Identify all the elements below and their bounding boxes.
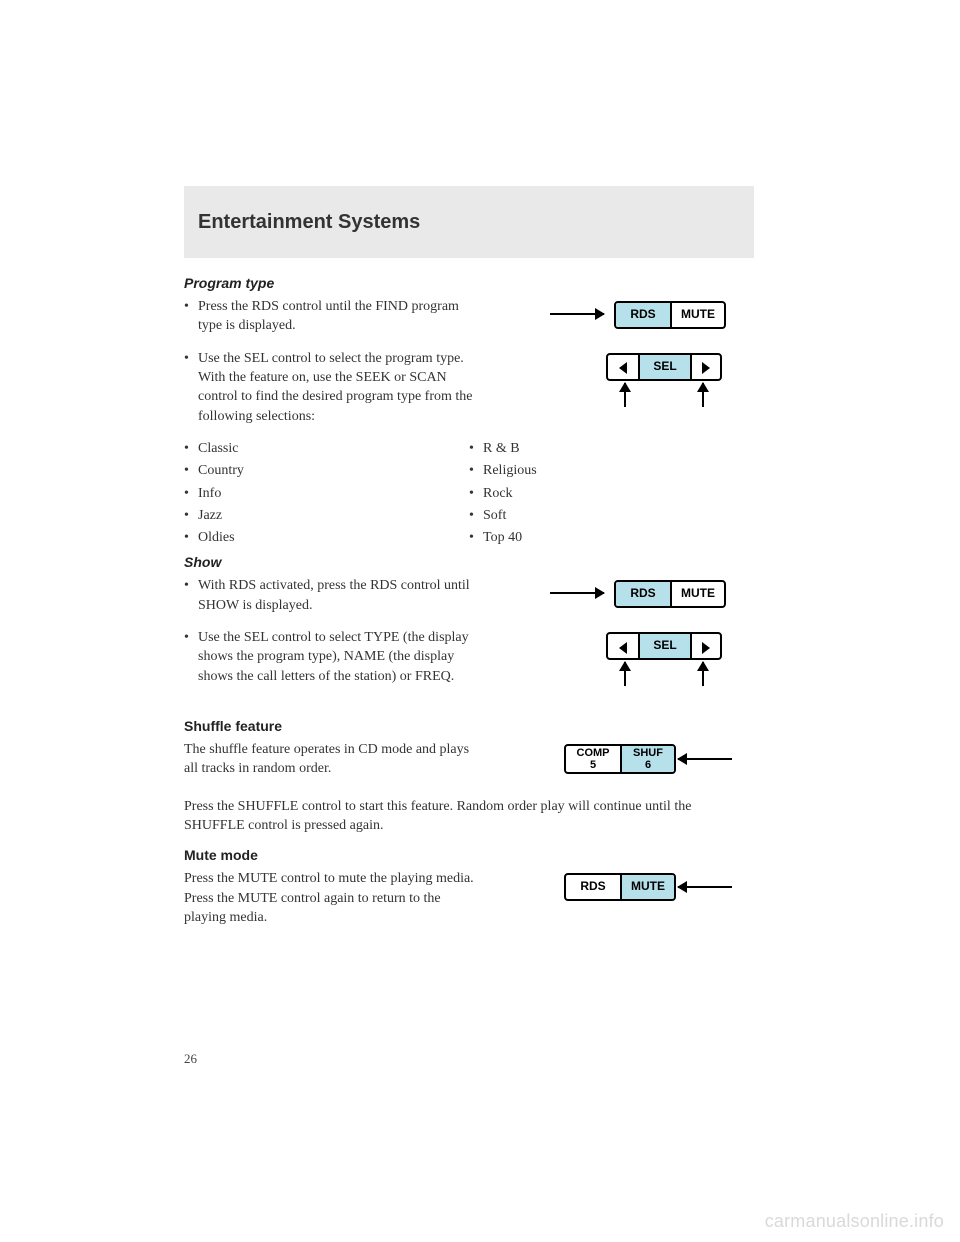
list-item: Religious xyxy=(469,461,754,480)
heading-shuffle: Shuffle feature xyxy=(184,718,754,734)
arrow-up-icon xyxy=(702,383,704,407)
bullet-pt1: Press the RDS control until the FIND pro… xyxy=(184,297,474,336)
program-type-list: Classic Country Info Jazz Oldies R & B R… xyxy=(184,439,754,551)
rds-button[interactable]: RDS xyxy=(616,303,670,329)
row-shuffle: The shuffle feature operates in CD mode … xyxy=(184,740,754,787)
content: Program type Press the RDS control until… xyxy=(184,275,754,945)
sel-button[interactable]: SEL xyxy=(638,634,690,660)
list-item: Classic xyxy=(184,439,469,458)
button-panel-sel: SEL xyxy=(606,632,722,660)
button-panel-comp-shuf: COMP5SHUF6 xyxy=(564,744,676,774)
list-item: Info xyxy=(184,484,469,503)
arrow-up-icon xyxy=(624,383,626,407)
sel-left-button[interactable] xyxy=(608,355,638,381)
figure-rds-mute-3: RDSMUTE xyxy=(474,869,754,909)
comp-button[interactable]: COMP5 xyxy=(566,746,620,772)
figure-rds-mute-2: RDSMUTE xyxy=(474,576,754,616)
figure-sel-1: SEL xyxy=(474,349,754,427)
rds-button[interactable]: RDS xyxy=(616,582,670,608)
list-item: R & B xyxy=(469,439,754,458)
button-panel-sel: SEL xyxy=(606,353,722,381)
watermark: carmanualsonline.info xyxy=(765,1211,944,1232)
rds-button[interactable]: RDS xyxy=(566,875,620,901)
page: Entertainment Systems Program type Press… xyxy=(0,0,960,1242)
comp-label-bottom: 5 xyxy=(590,759,596,771)
triangle-right-icon xyxy=(702,362,710,374)
button-panel-rds-mute: RDSMUTE xyxy=(614,301,726,329)
mute-button[interactable]: MUTE xyxy=(670,303,724,329)
list-item: Soft xyxy=(469,506,754,525)
figure-comp-shuf: COMP5SHUF6 xyxy=(474,740,754,780)
bullet-show2: Use the SEL control to select TYPE (the … xyxy=(184,628,474,686)
header-band: Entertainment Systems xyxy=(184,186,754,258)
figure-rds-mute-1: RDSMUTE xyxy=(474,297,754,337)
shuf-label-top: SHUF xyxy=(633,747,663,759)
sel-right-button[interactable] xyxy=(690,634,720,660)
row-show-2: Use the SEL control to select TYPE (the … xyxy=(184,628,754,706)
arrow-icon xyxy=(550,592,604,594)
arrow-icon xyxy=(550,313,604,315)
row-show-1: With RDS activated, press the RDS contro… xyxy=(184,576,754,618)
arrow-up-icon xyxy=(702,662,704,686)
list-item: Top 40 xyxy=(469,528,754,547)
list-item: Country xyxy=(184,461,469,480)
page-number: 26 xyxy=(184,1051,197,1067)
list-item: Oldies xyxy=(184,528,469,547)
button-panel-rds-mute: RDSMUTE xyxy=(614,580,726,608)
list-item: Jazz xyxy=(184,506,469,525)
shuf-button[interactable]: SHUF6 xyxy=(620,746,674,772)
figure-sel-2: SEL xyxy=(474,628,754,706)
bullet-show1: With RDS activated, press the RDS contro… xyxy=(184,576,474,615)
triangle-left-icon xyxy=(619,362,627,374)
button-panel-rds-mute: RDSMUTE xyxy=(564,873,676,901)
sel-left-button[interactable] xyxy=(608,634,638,660)
row-program-type-1: Press the RDS control until the FIND pro… xyxy=(184,297,754,339)
shuf-label-bottom: 6 xyxy=(645,759,651,771)
page-title: Entertainment Systems xyxy=(198,211,420,234)
list-item: Rock xyxy=(469,484,754,503)
triangle-left-icon xyxy=(619,642,627,654)
row-mute: Press the MUTE control to mute the playi… xyxy=(184,869,754,935)
mute-button[interactable]: MUTE xyxy=(670,582,724,608)
heading-program-type: Program type xyxy=(184,275,754,291)
arrow-icon xyxy=(678,886,732,888)
para-mute: Press the MUTE control to mute the playi… xyxy=(184,869,474,927)
bullet-pt2: Use the SEL control to select the progra… xyxy=(184,349,474,426)
row-program-type-2: Use the SEL control to select the progra… xyxy=(184,349,754,429)
comp-label-top: COMP xyxy=(577,747,610,759)
heading-show: Show xyxy=(184,554,754,570)
arrow-up-icon xyxy=(624,662,626,686)
triangle-right-icon xyxy=(702,642,710,654)
sel-button[interactable]: SEL xyxy=(638,355,690,381)
para-shuffle-1: The shuffle feature operates in CD mode … xyxy=(184,740,474,779)
arrow-icon xyxy=(678,758,732,760)
heading-mute: Mute mode xyxy=(184,847,754,863)
sel-right-button[interactable] xyxy=(690,355,720,381)
para-shuffle-2: Press the SHUFFLE control to start this … xyxy=(184,797,754,836)
mute-button[interactable]: MUTE xyxy=(620,875,674,901)
